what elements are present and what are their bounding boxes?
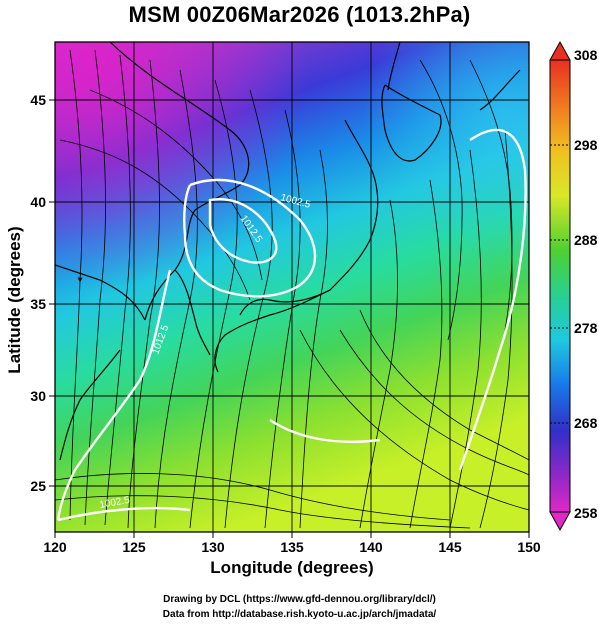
x-tick-labels: 120 125 130 135 140 145 150 [43,539,541,555]
y-tick-label: 30 [30,388,46,404]
colorbar-tick-label: 258 [574,505,598,521]
x-ticks [54,532,530,538]
x-tick-label: 140 [359,539,383,555]
x-tick-label: 120 [43,539,67,555]
coastlines [55,42,521,461]
y-tick-label: 35 [30,296,46,312]
colorbar-tick-label: 288 [574,232,598,248]
colorbar-bar [549,59,571,513]
x-tick-label: 150 [517,539,541,555]
colorbar-bottom-arrow [549,511,571,532]
x-tick-label: 135 [280,539,304,555]
colorbar: 308 298 288 278 268 258 [549,40,598,532]
y-tick-label: 25 [30,478,46,494]
map-title: MSM 00Z06Mar2026 (1013.2hPa) [128,2,471,27]
colorbar-tick-label: 278 [574,320,598,336]
y-tick-label: 40 [30,194,46,210]
colorbar-top-arrow [549,40,571,61]
contour-label-4: 1002.5 [99,495,131,511]
x-tick-label: 145 [438,539,462,555]
credit-drawing: Drawing by DCL (https://www.gfd-dennou.o… [163,594,436,605]
x-axis-label: Longitude (degrees) [210,558,374,577]
credit-data: Data from http://database.rish.kyoto-u.a… [162,609,437,620]
x-tick-label: 125 [122,539,146,555]
colorbar-tick-label: 268 [574,415,598,431]
colorbar-tick-label: 308 [574,47,598,63]
colorbar-tick-label: 298 [574,137,598,153]
x-tick-label: 130 [201,539,225,555]
isobar-contours [56,128,527,522]
y-tick-labels: 25 30 35 40 45 [30,92,46,494]
y-ticks [49,99,55,487]
y-axis-label: Latitude (degrees) [5,226,24,374]
y-tick-label: 45 [30,92,46,108]
